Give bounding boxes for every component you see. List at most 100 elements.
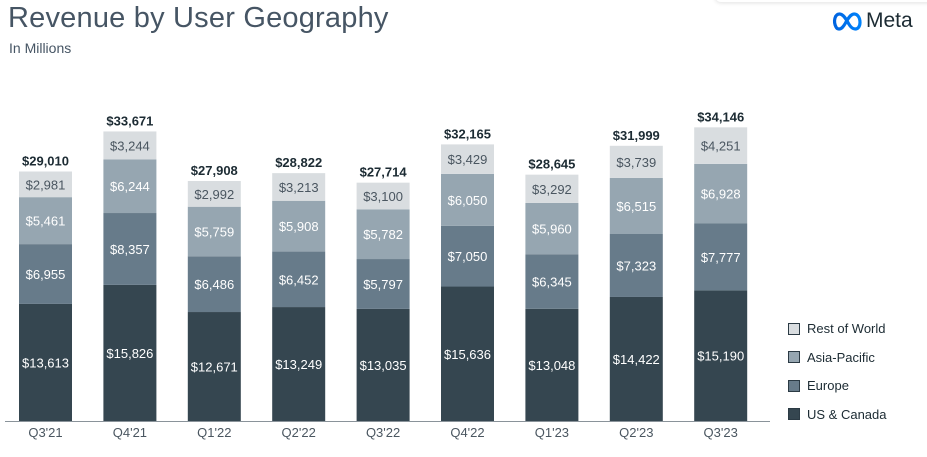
data-label: $13,048 (528, 358, 575, 373)
legend-item: Asia-Pacific (788, 349, 923, 366)
data-label: $5,960 (532, 222, 572, 237)
bar-segment-asia-pacific (441, 173, 494, 226)
legend-item: Rest of World (788, 320, 923, 337)
legend-swatch (788, 379, 800, 392)
total-label: $34,146 (697, 109, 744, 124)
bar-segment-us-canada (356, 308, 410, 421)
x-tick-label: Q4'21 (113, 425, 147, 440)
data-label: $5,461 (26, 214, 66, 229)
data-label: $4,251 (701, 139, 741, 154)
bar-segment-europe (272, 251, 326, 308)
bar-segment-europe (103, 213, 157, 285)
x-tick-label: Q3'21 (28, 425, 62, 440)
bar-segment-rest-of-world (694, 127, 748, 164)
bar-segment-europe (187, 256, 241, 313)
x-tick-label: Q3'22 (366, 425, 400, 440)
legend-swatch (788, 408, 800, 420)
data-label: $14,422 (613, 352, 660, 367)
total-label: $32,165 (444, 126, 491, 141)
bar-segment-europe (694, 223, 748, 291)
data-label: $7,050 (448, 249, 488, 264)
total-label: $29,010 (22, 154, 69, 169)
bar-segment-asia-pacific (694, 163, 748, 224)
legend-item: US & Canada (788, 406, 923, 423)
data-label: $5,782 (363, 227, 403, 242)
data-label: $6,486 (194, 277, 234, 292)
data-label: $15,190 (697, 349, 744, 364)
total-label: $27,714 (360, 165, 408, 180)
data-label: $6,244 (110, 179, 150, 194)
bar-segment-rest-of-world (19, 171, 72, 198)
total-label: $28,822 (275, 155, 322, 170)
data-label: $2,981 (26, 177, 66, 192)
chart-legend: Rest of World Asia-Pacific Europe US & Cana… (788, 320, 923, 434)
window-edge (715, 0, 927, 2)
bar-segment-rest-of-world (356, 182, 410, 210)
bar-segment-europe (609, 233, 663, 297)
data-label: $6,955 (26, 267, 66, 282)
data-label: $15,826 (106, 346, 153, 361)
bar-segment-us-canada (525, 308, 579, 421)
data-label: $5,908 (279, 219, 319, 234)
bar-segment-us-canada (441, 286, 494, 421)
bar-segment-rest-of-world (525, 174, 579, 203)
x-tick-label: Q1'22 (197, 425, 231, 440)
bar-segment-rest-of-world (103, 131, 157, 160)
total-label: $33,671 (106, 113, 153, 128)
data-label: $13,613 (22, 355, 69, 370)
data-label: $3,213 (279, 180, 319, 195)
data-label: $6,515 (616, 199, 656, 214)
stacked-bar-chart: $13,613 $6,955 $5,461 $2,981 $29,010 Q3'21 $15… (5, 109, 770, 440)
data-label: $13,249 (275, 357, 322, 372)
bar-segment-rest-of-world (441, 144, 494, 174)
legend-label: Europe (807, 378, 849, 393)
data-label: $13,035 (360, 358, 407, 373)
bar-segment-us-canada (103, 284, 157, 421)
bar-segment-asia-pacific (525, 202, 579, 255)
bar-segment-asia-pacific (272, 200, 326, 252)
data-label: $3,244 (110, 138, 150, 153)
data-label: $3,429 (448, 152, 488, 167)
x-tick-label: Q1'23 (535, 425, 569, 440)
bar-segment-us-canada (272, 307, 326, 421)
bar-segment-asia-pacific (356, 209, 410, 260)
legend-label: Asia-Pacific (807, 349, 875, 365)
data-label: $2,992 (194, 187, 234, 202)
legend-label: Rest of World (807, 321, 886, 336)
data-label: $6,452 (279, 272, 319, 287)
total-label: $31,999 (613, 128, 660, 143)
bar-segment-rest-of-world (272, 173, 326, 201)
bar-segment-europe (19, 244, 72, 304)
data-label: $5,797 (363, 277, 403, 292)
chart-title: Revenue by User Geography (8, 2, 389, 34)
bar-segment-europe (525, 254, 579, 309)
data-label: $3,100 (363, 189, 403, 204)
legend-swatch (788, 322, 800, 335)
legend-item: Europe (788, 377, 923, 394)
bar-segment-us-canada (187, 312, 241, 421)
x-tick-label: Q3'23 (704, 425, 738, 440)
bar-segment-asia-pacific (187, 206, 241, 257)
data-label: $7,323 (616, 258, 656, 273)
bar-segment-europe (356, 259, 410, 309)
logo-wordmark: Meta (866, 9, 913, 32)
bar-segment-rest-of-world (609, 145, 663, 178)
bar-segment-us-canada (19, 303, 72, 421)
data-label: $7,777 (701, 250, 741, 265)
data-label: $8,357 (110, 242, 150, 257)
data-label: $12,671 (191, 360, 238, 375)
bar-segment-us-canada (694, 290, 748, 421)
meta-logo: Meta (831, 7, 913, 35)
data-label: $6,345 (532, 275, 572, 290)
x-tick-label: Q2'22 (282, 425, 316, 440)
bar-segment-europe (441, 225, 494, 287)
data-label: $6,928 (701, 187, 741, 202)
bar-segment-asia-pacific (609, 177, 663, 234)
legend-label: US & Canada (807, 406, 887, 422)
data-label: $3,292 (532, 182, 572, 197)
data-label: $6,050 (448, 193, 488, 208)
meta-infinity-icon (833, 12, 862, 31)
x-tick-label: Q4'22 (450, 425, 484, 440)
total-label: $28,645 (528, 157, 575, 172)
data-label: $3,739 (616, 155, 656, 170)
